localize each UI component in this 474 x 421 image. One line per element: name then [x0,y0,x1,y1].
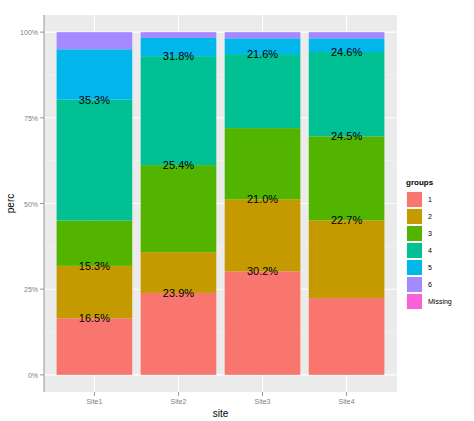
legend-key-bg [406,208,423,225]
legend-label: 1 [428,196,432,203]
legend-label: 3 [428,230,432,237]
x-tick [346,392,347,396]
y-tick-label: 100% [20,29,38,36]
bar-segment [57,100,133,221]
data-label: 24.5% [331,130,362,142]
legend-label: 6 [428,281,432,288]
legend-key-bg [406,225,423,242]
bar-segment [309,32,385,33]
bar-segment [141,32,217,38]
data-label: 21.0% [247,193,278,205]
legend-key [407,277,422,292]
bar-segment [309,52,385,136]
y-tick-label: 75% [24,115,38,122]
legend-key [407,226,422,241]
bar-segment [225,128,301,199]
bar-segment [225,32,301,33]
legend-key [407,260,422,275]
legend-key [407,209,422,224]
data-label: 25.4% [163,159,194,171]
data-label: 15.3% [79,260,110,272]
legend-key-bg [406,259,423,276]
legend-key [407,243,422,258]
bar-segment [141,56,217,165]
legend-key-bg [406,276,423,293]
data-label: 35.3% [79,94,110,106]
legend-label: 2 [428,213,432,220]
bar-segment [141,165,217,252]
bar-segment [57,32,133,33]
legend-key-bg [406,293,423,310]
bar-segment [309,32,385,38]
legend-label: 4 [428,247,432,254]
x-tick-label: Site3 [255,398,271,405]
y-axis-title: perc [5,194,16,213]
legend-label: Missing [428,298,452,306]
bar-segment [141,32,217,33]
bars [57,32,385,375]
data-label: 21.6% [247,48,278,60]
bar-segment [57,318,133,375]
y-tick [40,117,44,118]
x-tick [262,392,263,396]
legend-key [407,294,422,309]
legend-key [407,192,422,207]
bar-segment [141,293,217,375]
bar-segment [309,136,385,220]
x-tick-label: Site4 [339,398,355,405]
bar-segment [57,32,133,49]
x-tick [178,392,179,396]
bar-segment [309,220,385,298]
legend-title: groups [406,178,434,187]
legend-key-bg [406,191,423,208]
chart: 16.5% 15.3% 35.3% 23.9% 25.4% 31.8% 30.2% 21.0%… [0,0,474,421]
y-tick [40,32,44,33]
data-label: 22.7% [331,214,362,226]
x-tick-label: Site2 [170,398,186,405]
data-label: 24.6% [331,46,362,58]
x-tick-label: Site1 [86,398,102,405]
data-label: 23.9% [163,287,194,299]
bar-segment [225,32,301,38]
y-tick-label: 0% [28,372,38,379]
legend-label: 5 [428,264,432,271]
bar-segment [225,54,301,128]
x-tick [94,392,95,396]
y-tick-label: 25% [24,286,38,293]
data-label: 16.5% [79,312,110,324]
bar-segment [57,266,133,318]
bar-segment [57,49,133,99]
y-tick [40,374,44,375]
bar-segment [309,298,385,375]
legend-key-bg [406,242,423,259]
y-tick-label: 50% [24,201,38,208]
panel [44,15,397,392]
data-label: 31.8% [163,50,194,62]
y-tick [40,289,44,290]
y-tick [40,203,44,204]
bar-segment [225,199,301,271]
data-label: 30.2% [247,265,278,277]
x-axis-title: site [213,408,229,419]
bar-segment [225,271,301,375]
